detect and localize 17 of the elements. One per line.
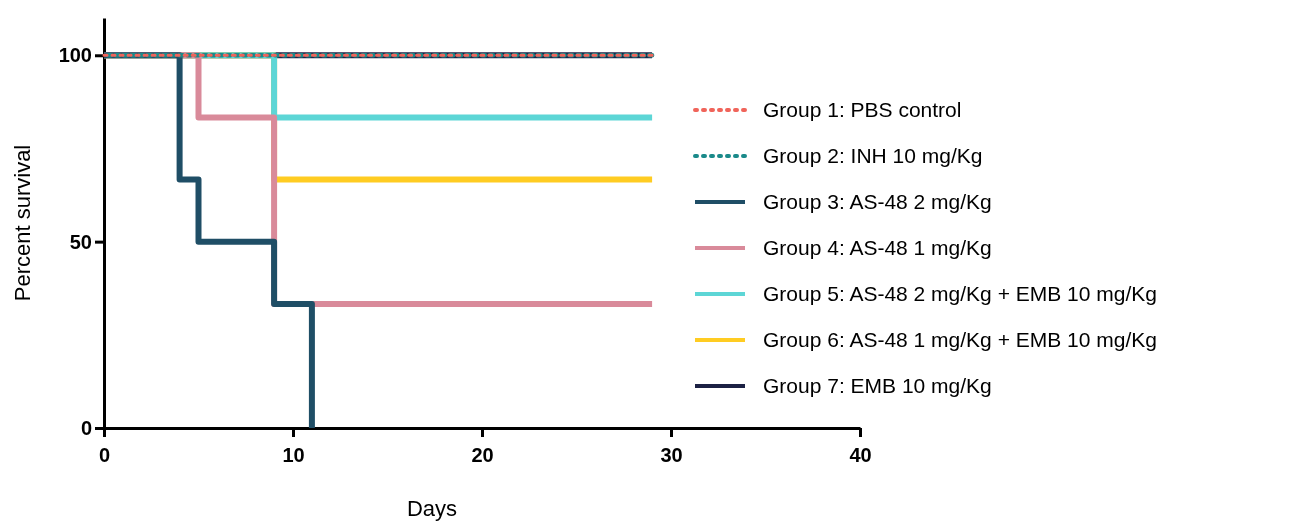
x-tick-label: 20: [471, 444, 494, 466]
legend-label: Group 7: EMB 10 mg/Kg: [763, 374, 992, 398]
legend-label: Group 6: AS-48 1 mg/Kg + EMB 10 mg/Kg: [763, 328, 1157, 352]
legend-label: Group 3: AS-48 2 mg/Kg: [763, 190, 992, 214]
x-tick-label: 40: [849, 444, 872, 466]
x-tick-label: 30: [660, 444, 683, 466]
legend-label: Group 2: INH 10 mg/Kg: [763, 144, 983, 168]
legend-label: Group 5: AS-48 2 mg/Kg + EMB 10 mg/Kg: [763, 282, 1157, 306]
legend-label: Group 4: AS-48 1 mg/Kg: [763, 236, 992, 260]
x-tick-label: 10: [282, 444, 305, 466]
legend-label: Group 1: PBS control: [763, 98, 962, 122]
y-axis-title: Percent survival: [10, 144, 35, 302]
x-axis-title: Days: [406, 496, 458, 521]
y-tick-label: 100: [58, 44, 92, 67]
x-tick-label: 0: [98, 444, 111, 466]
y-tick-label: 50: [69, 230, 92, 253]
y-tick-label: 0: [80, 416, 92, 439]
